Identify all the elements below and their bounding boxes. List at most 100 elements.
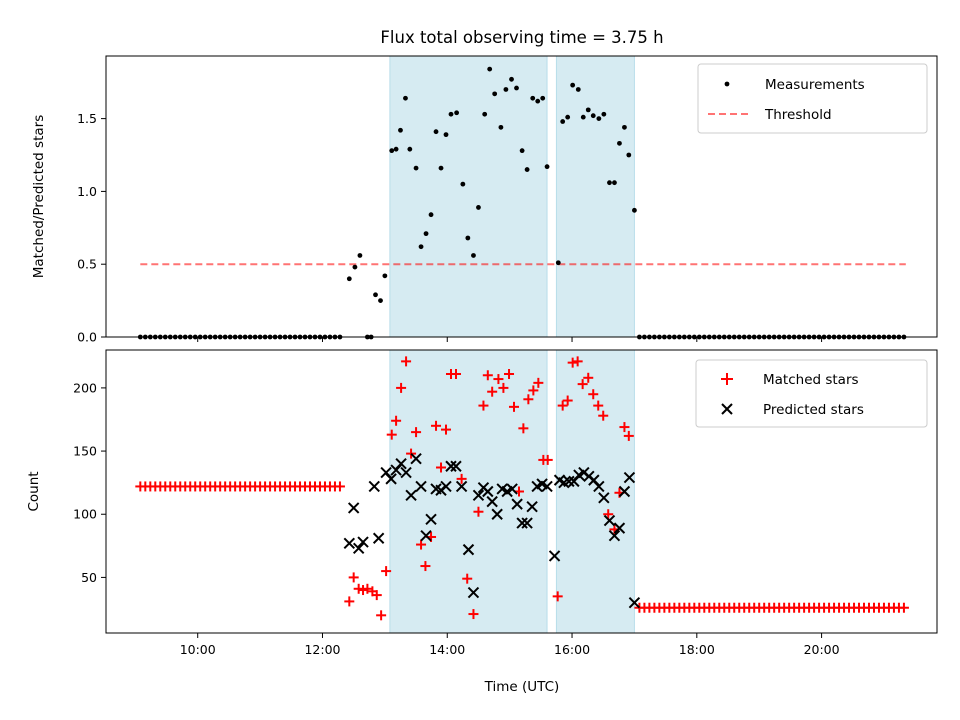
bot-observing-interval-1: [555, 349, 635, 634]
matched-star-point: [598, 410, 609, 421]
matched-star-point: [572, 356, 583, 367]
predicted-star-point: [618, 485, 631, 498]
measurement-point: [580, 114, 586, 120]
predicted-star-point: [563, 475, 575, 488]
measurement-point: [465, 235, 471, 241]
top-axes-frame: [105, 55, 938, 338]
predicted-star-point: [372, 532, 385, 544]
measurement-point: [617, 140, 622, 146]
bottom-legend-box: [695, 359, 928, 428]
matched-star-point: [371, 590, 382, 601]
matched-star-point: [406, 448, 417, 459]
measurement-point: [382, 273, 388, 279]
measurement-point: [555, 260, 561, 266]
top-y-axis-label: Matched/Predicted stars: [31, 115, 47, 278]
measurement-point: [519, 148, 525, 154]
predicted-star-point: [486, 495, 498, 508]
matched-star-point: [567, 357, 578, 368]
top-ytick-label: 1.0: [77, 184, 97, 199]
measurement-point: [460, 181, 466, 187]
matched-star-point: [487, 386, 498, 397]
top-ytick-label: 0.0: [77, 330, 97, 345]
measurement-point: [626, 152, 632, 158]
matched-star-point: [348, 572, 359, 583]
legend-measurements-marker: [724, 81, 730, 87]
measurement-point: [476, 205, 481, 210]
x-axis-label: Time (UTC): [484, 679, 560, 695]
measurement-point: [544, 164, 550, 170]
measurement-point: [570, 82, 576, 88]
measurement-point: [590, 113, 596, 119]
measurement-point: [632, 207, 637, 213]
bottom-y-axis-label: Count: [26, 471, 42, 511]
measurement-point: [612, 180, 617, 186]
measurement-point: [448, 111, 454, 117]
measurement-point: [403, 95, 408, 101]
legend-measurements-label: Measurements: [765, 77, 865, 93]
measurement-point: [433, 129, 439, 135]
measurement-point: [509, 76, 514, 82]
measurement-point: [389, 148, 395, 154]
matched-star-point: [498, 382, 509, 393]
bot-xtick-label: 14:00: [429, 642, 465, 657]
matched-star-point: [528, 385, 539, 396]
bot-xtick-label: 16:00: [554, 642, 590, 657]
predicted-star-point: [440, 480, 452, 493]
measurement-point: [438, 165, 444, 171]
top-legend-box: [697, 63, 928, 134]
predicted-star-point: [462, 543, 475, 556]
predicted-star-point: [541, 480, 553, 493]
matched-star-point: [450, 369, 461, 380]
bot-ytick-label: 50: [81, 570, 97, 585]
predicted-star-point: [405, 489, 417, 501]
matched-star-point: [441, 424, 452, 435]
matched-star-point: [353, 583, 364, 594]
matched-star-point: [334, 481, 345, 492]
matched-star-point: [386, 429, 397, 440]
predicted-star-point: [548, 550, 561, 562]
matched-star-point: [381, 566, 392, 577]
predicted-star-point: [450, 460, 462, 472]
predicted-star-point: [613, 522, 626, 534]
matched-star-point: [583, 372, 594, 383]
matched-star-point: [619, 422, 630, 433]
predicted-star-point: [343, 537, 356, 550]
measurement-point: [373, 292, 378, 298]
predicted-star-point: [598, 492, 610, 504]
measurement-point: [418, 244, 424, 250]
matched-star-point: [623, 430, 634, 441]
chart-title: Flux total observing time = 3.75 h: [380, 28, 663, 47]
measurement-point: [454, 110, 460, 116]
matched-star-point: [898, 602, 909, 613]
predicted-star-point: [347, 502, 360, 514]
measurement-point: [357, 253, 363, 258]
legend-threshold-label: Threshold: [764, 107, 832, 123]
measurement-point: [622, 124, 627, 130]
matched-star-point: [509, 401, 520, 412]
measurement-point: [398, 127, 403, 133]
bottom-panel: 50 100 150 200 10:00 12:00 14:00 16:00 18:00 20:…: [26, 349, 938, 695]
predicted-star-point: [526, 500, 538, 513]
measurement-point: [413, 165, 419, 171]
predicted-star-point: [395, 457, 407, 470]
legend-predicted-marker: [721, 403, 733, 415]
matched-star-point: [468, 609, 479, 620]
matched-star-point: [473, 506, 484, 517]
matched-star-point: [462, 573, 473, 584]
predicted-star-point: [467, 586, 480, 599]
matched-star-point: [456, 473, 467, 484]
measurement-point: [471, 253, 476, 258]
legend-matched-marker: [721, 373, 733, 385]
matched-star-point: [401, 356, 412, 367]
matched-star-point: [376, 610, 387, 621]
measurement-point: [601, 111, 607, 117]
matched-star-point: [493, 374, 504, 385]
matched-star-point: [482, 370, 493, 381]
top-observing-interval-1: [555, 55, 635, 338]
predicted-star-point: [511, 498, 523, 510]
matched-star-point: [603, 509, 614, 520]
measurement-point: [503, 87, 509, 92]
matched-star-point: [358, 585, 369, 596]
measurement-point: [352, 264, 358, 270]
